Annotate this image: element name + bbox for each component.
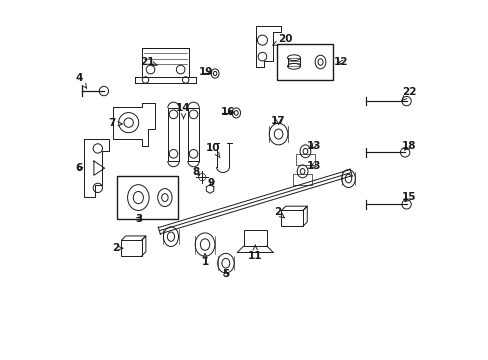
Bar bbox=[293, 174, 311, 185]
Bar bbox=[117, 176, 178, 219]
Text: 20: 20 bbox=[272, 35, 292, 45]
Text: 21: 21 bbox=[140, 57, 157, 67]
Text: 15: 15 bbox=[402, 192, 416, 202]
Text: 12: 12 bbox=[333, 57, 348, 67]
Text: 5: 5 bbox=[222, 269, 229, 279]
Text: 2: 2 bbox=[112, 243, 122, 253]
Text: 16: 16 bbox=[220, 107, 234, 117]
Bar bbox=[121, 240, 142, 256]
Text: 2: 2 bbox=[273, 207, 284, 218]
Bar bbox=[276, 44, 332, 80]
Text: 17: 17 bbox=[271, 116, 285, 126]
Bar bbox=[142, 48, 188, 77]
Text: 18: 18 bbox=[402, 141, 416, 151]
Text: 19: 19 bbox=[198, 67, 212, 77]
Text: 3: 3 bbox=[135, 214, 142, 224]
Bar bbox=[167, 108, 179, 161]
Bar bbox=[281, 211, 303, 226]
Text: 14: 14 bbox=[176, 103, 190, 119]
Bar bbox=[296, 154, 314, 165]
Text: 10: 10 bbox=[205, 143, 220, 158]
Text: 8: 8 bbox=[192, 167, 200, 177]
Text: 11: 11 bbox=[247, 245, 262, 261]
Text: 22: 22 bbox=[401, 87, 416, 100]
Bar bbox=[244, 230, 266, 246]
Text: 9: 9 bbox=[207, 178, 215, 188]
Bar bbox=[187, 108, 199, 161]
Text: 13: 13 bbox=[306, 161, 320, 171]
Text: 6: 6 bbox=[75, 163, 82, 173]
Text: 7: 7 bbox=[108, 118, 122, 128]
Text: 13: 13 bbox=[306, 141, 320, 151]
Text: 4: 4 bbox=[76, 73, 86, 88]
Text: 1: 1 bbox=[201, 253, 208, 267]
